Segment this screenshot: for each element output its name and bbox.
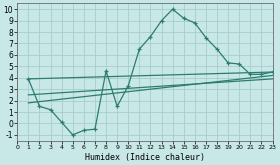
X-axis label: Humidex (Indice chaleur): Humidex (Indice chaleur) xyxy=(85,152,205,162)
